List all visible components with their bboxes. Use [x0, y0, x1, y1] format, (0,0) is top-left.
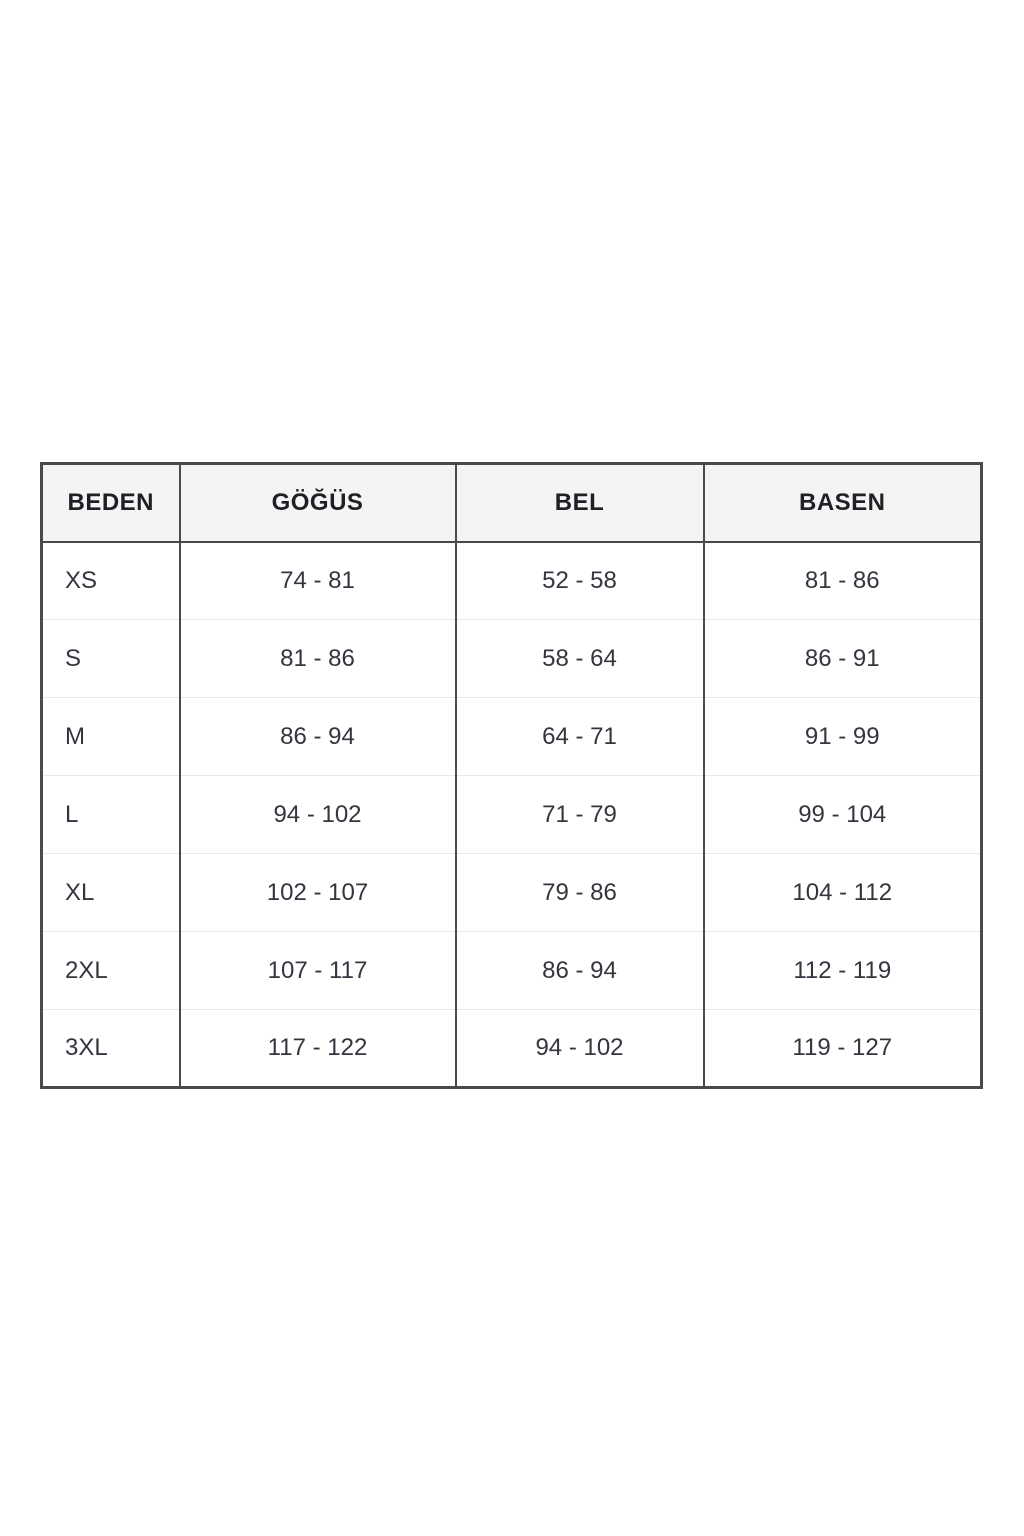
table-row-m: M 86 - 94 64 - 71 91 - 99 — [41, 697, 982, 776]
hips-range: 119 - 127 — [702, 1009, 982, 1088]
chest-range: 107 - 117 — [178, 931, 456, 1010]
size-label: 2XL — [41, 931, 180, 1010]
column-header-beden: BEDEN — [41, 463, 180, 543]
table-row-3xl: 3XL 117 - 122 94 - 102 119 - 127 — [41, 1009, 982, 1088]
size-label: XS — [41, 541, 180, 620]
size-label: XL — [41, 853, 180, 932]
size-label: L — [41, 775, 180, 854]
hips-range: 86 - 91 — [702, 619, 982, 698]
size-label: M — [41, 697, 180, 776]
column-header-bel: BEL — [454, 463, 704, 543]
hips-range: 81 - 86 — [702, 541, 982, 620]
waist-range: 79 - 86 — [454, 853, 704, 932]
chest-range: 81 - 86 — [178, 619, 456, 698]
chest-range: 102 - 107 — [178, 853, 456, 932]
size-label: 3XL — [41, 1009, 180, 1088]
table-row-2xl: 2XL 107 - 117 86 - 94 112 - 119 — [41, 931, 982, 1010]
chest-range: 74 - 81 — [178, 541, 456, 620]
chest-range: 86 - 94 — [178, 697, 456, 776]
table-header-row: BEDEN GÖĞÜS BEL BASEN — [41, 463, 982, 543]
hips-range: 91 - 99 — [702, 697, 982, 776]
hips-range: 99 - 104 — [702, 775, 982, 854]
waist-range: 58 - 64 — [454, 619, 704, 698]
size-chart-table: BEDEN GÖĞÜS BEL BASEN XS 74 - 81 52 - 58… — [40, 462, 983, 1089]
chest-range: 117 - 122 — [178, 1009, 456, 1088]
waist-range: 52 - 58 — [454, 541, 704, 620]
table-row-s: S 81 - 86 58 - 64 86 - 91 — [41, 619, 982, 698]
table-row-l: L 94 - 102 71 - 79 99 - 104 — [41, 775, 982, 854]
table-row-xs: XS 74 - 81 52 - 58 81 - 86 — [41, 541, 982, 620]
waist-range: 71 - 79 — [454, 775, 704, 854]
waist-range: 86 - 94 — [454, 931, 704, 1010]
column-header-gogus: GÖĞÜS — [178, 463, 456, 543]
hips-range: 104 - 112 — [702, 853, 982, 932]
hips-range: 112 - 119 — [702, 931, 982, 1010]
size-label: S — [41, 619, 180, 698]
table-row-xl: XL 102 - 107 79 - 86 104 - 112 — [41, 853, 982, 932]
column-header-basen: BASEN — [702, 463, 982, 543]
waist-range: 64 - 71 — [454, 697, 704, 776]
waist-range: 94 - 102 — [454, 1009, 704, 1088]
chest-range: 94 - 102 — [178, 775, 456, 854]
